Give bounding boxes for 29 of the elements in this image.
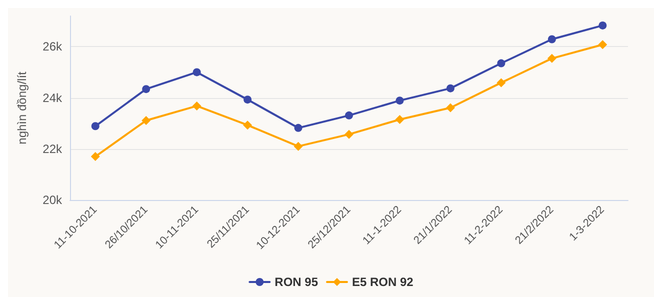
point (294, 142, 303, 151)
y-tick-label: 20k (42, 193, 63, 207)
point (396, 96, 404, 105)
point (192, 101, 202, 110)
point (598, 40, 608, 50)
point (548, 35, 556, 44)
point (344, 130, 354, 139)
point (91, 122, 100, 130)
y-tick-label: 26k (42, 40, 63, 54)
point (496, 78, 506, 88)
point (192, 68, 201, 76)
point (345, 111, 353, 120)
point (142, 116, 151, 126)
point (547, 54, 556, 63)
legend-label: RON 95 (274, 275, 318, 289)
point (446, 84, 454, 92)
y-tick-label: 22k (42, 142, 63, 156)
point (294, 124, 302, 132)
y-tick-label: 24k (42, 90, 63, 105)
point (244, 96, 252, 104)
point (497, 59, 506, 68)
point (598, 21, 607, 30)
legend-label: E5 RON 92 (352, 275, 414, 289)
point (90, 152, 100, 162)
y-axis-title: nghìn đồng/lít (15, 70, 29, 144)
point (243, 120, 252, 130)
point (395, 115, 404, 124)
point (446, 103, 455, 112)
point (142, 85, 150, 94)
